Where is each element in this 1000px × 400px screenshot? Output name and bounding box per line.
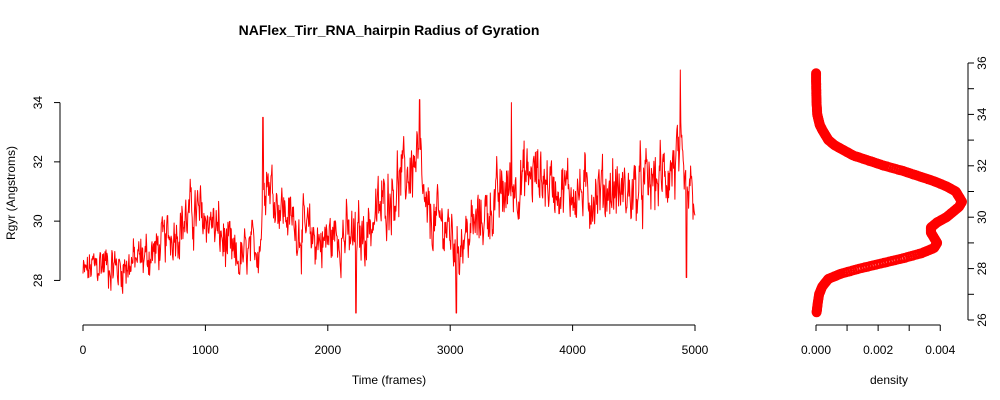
density-y-axis: 26 28 30 32 34 36: [967, 56, 989, 327]
main-y-axis-label: Rgyr (Angstroms): [4, 146, 18, 240]
main-y-axis: 28 30 32 34: [31, 96, 61, 287]
main-x-tick-label: 3000: [437, 343, 464, 357]
main-y-tick-label: 28: [31, 273, 45, 287]
chart-title: NAFlex_Tirr_RNA_hairpin Radius of Gyrati…: [239, 22, 540, 38]
density-x-tick-label: 0.004: [925, 343, 955, 357]
density-y-tick-label: 36: [975, 56, 989, 70]
density-x-axis: 0.000 0.002 0.004: [801, 324, 956, 357]
density-x-tick-label: 0.002: [863, 343, 893, 357]
main-x-tick-label: 0: [80, 343, 87, 357]
main-x-tick-label: 5000: [682, 343, 709, 357]
density-y-tick-label: 30: [975, 210, 989, 224]
main-y-tick-label: 32: [31, 155, 45, 169]
density-points: [811, 68, 967, 318]
density-y-tick-label: 26: [975, 313, 989, 327]
density-y-tick-label: 34: [975, 107, 989, 121]
main-x-tick-label: 2000: [314, 343, 341, 357]
density-y-tick-label: 28: [975, 262, 989, 276]
main-x-tick-label: 4000: [559, 343, 586, 357]
density-point: [811, 68, 822, 79]
density-x-axis-label: density: [870, 373, 908, 387]
main-x-axis-label: Time (frames): [352, 373, 426, 387]
rgyr-series-line: [82, 69, 696, 314]
density-x-tick-label: 0.000: [801, 343, 831, 357]
main-y-tick-label: 34: [31, 96, 45, 110]
main-x-tick-label: 1000: [192, 343, 219, 357]
main-y-tick-label: 30: [31, 214, 45, 228]
main-x-axis: 0 1000 2000 3000 4000 5000: [80, 324, 709, 357]
density-y-tick-label: 32: [975, 159, 989, 173]
